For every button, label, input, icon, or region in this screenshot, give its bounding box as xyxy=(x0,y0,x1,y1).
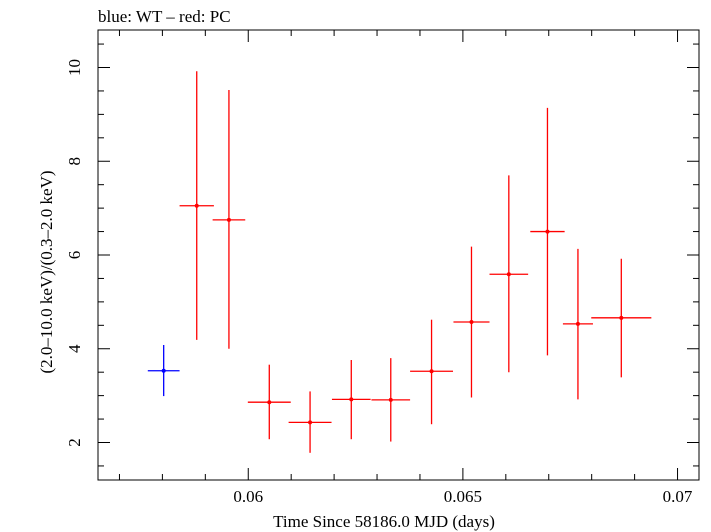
point-marker xyxy=(226,217,231,222)
y-tick-label: 4 xyxy=(65,344,84,353)
data-points xyxy=(147,71,652,453)
y-tick-label: 2 xyxy=(65,438,84,447)
x-tick-label: 0.06 xyxy=(233,487,263,506)
y-tick-label: 6 xyxy=(65,251,84,260)
chart-title: blue: WT – red: PC xyxy=(98,7,231,26)
point-marker xyxy=(429,369,434,374)
point-marker xyxy=(308,420,313,425)
data-point xyxy=(212,90,246,349)
point-marker xyxy=(388,397,393,402)
axis-ticks xyxy=(98,30,699,480)
data-point xyxy=(179,71,214,340)
axis-tick-labels: 0.06 0.065 0.07 2 4 6 8 10 xyxy=(65,59,693,506)
point-marker xyxy=(545,229,550,234)
data-point xyxy=(247,364,291,440)
point-marker xyxy=(619,315,624,320)
data-point xyxy=(410,319,454,425)
y-tick-label: 8 xyxy=(65,157,84,166)
y-axis-label: (2.0–10.0 keV)/(0.3–2.0 keV) xyxy=(37,170,56,373)
point-marker xyxy=(469,320,474,325)
point-marker xyxy=(506,272,511,277)
x-tick-label: 0.07 xyxy=(663,487,693,506)
point-marker xyxy=(194,203,199,208)
point-marker xyxy=(267,400,272,405)
data-point xyxy=(591,258,652,378)
data-point xyxy=(489,175,529,373)
point-marker xyxy=(349,397,354,402)
data-point xyxy=(288,391,332,453)
data-point xyxy=(562,248,593,400)
data-point xyxy=(147,345,180,397)
point-marker xyxy=(575,321,580,326)
x-axis-label: Time Since 58186.0 MJD (days) xyxy=(273,512,495,531)
x-tick-label: 0.065 xyxy=(444,487,482,506)
data-point xyxy=(371,358,411,442)
y-tick-label: 10 xyxy=(65,59,84,76)
data-point xyxy=(453,246,490,398)
point-marker xyxy=(161,368,166,373)
data-point xyxy=(530,107,565,356)
plot-frame xyxy=(97,29,700,481)
data-point xyxy=(331,360,371,440)
